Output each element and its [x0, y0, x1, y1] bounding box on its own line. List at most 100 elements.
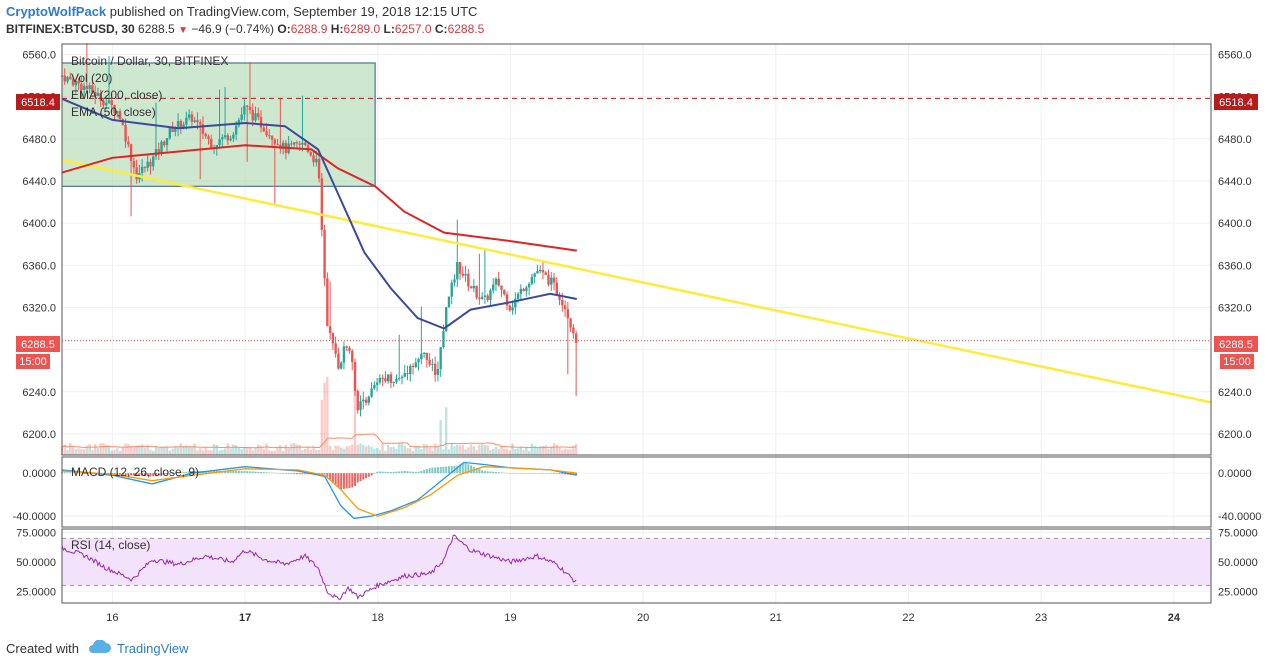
macd-histogram-bar [182, 472, 185, 474]
rsi-tick-right: 75.0000 [1218, 528, 1258, 540]
macd-histogram-bar [113, 473, 116, 475]
volume-bar [519, 446, 523, 455]
candle-body [497, 278, 500, 286]
candle-body [88, 85, 91, 90]
volume-bar [273, 450, 277, 455]
candle-body [464, 273, 467, 276]
candle-body [569, 318, 572, 328]
volume-bar [522, 449, 525, 455]
macd-histogram-bar [417, 471, 420, 474]
macd-histogram-bar [351, 473, 354, 488]
volume-bar [93, 444, 97, 455]
volume-bar [547, 448, 550, 455]
macd-histogram-bar [525, 473, 528, 474]
candle-body [447, 296, 451, 308]
volume-bar [193, 443, 196, 455]
trendline[interactable] [61, 158, 1212, 404]
candle-body [210, 138, 213, 149]
low-value: 6257.0 [394, 22, 432, 36]
volume-bar [563, 448, 567, 455]
volume-bar [210, 450, 213, 455]
volume-bar [505, 448, 509, 455]
macd-pane [61, 461, 578, 520]
macd-histogram-bar [135, 473, 138, 476]
candle-body [450, 282, 453, 297]
macd-histogram-bar [248, 471, 251, 474]
macd-histogram-bar [425, 469, 428, 474]
candle-body [281, 142, 285, 149]
candle-body [270, 135, 274, 140]
candle-body [301, 142, 304, 145]
volume-bar [533, 446, 536, 455]
author-link[interactable]: CryptoWolfPack [6, 4, 107, 19]
countdown-left-text: 15:00 [19, 356, 47, 368]
volume-bar [342, 448, 346, 455]
price-tick-right: 6480.0 [1218, 134, 1252, 146]
macd-histogram-bar [464, 463, 467, 474]
macd-histogram-bar [470, 465, 473, 474]
volume-bar [544, 445, 547, 455]
candle-body [375, 382, 379, 385]
macd-histogram-bar [229, 471, 232, 474]
candle-body [82, 85, 86, 91]
volume-bar [149, 449, 152, 455]
price-tick-right: 6240.0 [1218, 387, 1252, 399]
candle-body [265, 131, 268, 136]
price-tag-right-text: 6288.5 [1219, 339, 1253, 351]
volume-bar [77, 448, 80, 455]
price-tick-left: 6480.0 [22, 134, 56, 146]
volume-bar [514, 449, 517, 455]
candle-body [143, 166, 147, 168]
volume-bar [140, 444, 144, 455]
candle-body [511, 307, 514, 311]
macd-histogram-bar [564, 473, 567, 475]
macd-histogram-bar [143, 473, 146, 476]
candle-body [317, 158, 321, 179]
volume-bar [163, 446, 166, 455]
candle-body [492, 284, 495, 291]
volume-bar [574, 443, 578, 455]
x-tick: 19 [504, 612, 516, 624]
macd-histogram-bar [558, 473, 561, 474]
volume-bar [395, 448, 398, 455]
price-tag-left-text: 6288.5 [21, 339, 55, 351]
candle-body [199, 122, 202, 125]
macd-histogram-bar [356, 473, 359, 483]
macd-histogram-bar [271, 472, 274, 474]
candle-body [483, 295, 487, 297]
candle-body [176, 121, 180, 129]
volume-bar [359, 443, 362, 455]
macd-histogram-bar [353, 473, 356, 486]
volume-bar [268, 450, 271, 455]
volume-bar [223, 448, 227, 455]
tradingview-link[interactable]: TradingView [116, 641, 189, 656]
candle-body [337, 353, 340, 369]
macd-histogram-bar [359, 473, 362, 482]
candle-body [185, 117, 188, 125]
candle-body [240, 114, 243, 120]
volume-bar [69, 443, 72, 455]
price-tag-right: 6288.5 15:00 [1214, 336, 1258, 369]
open-value: 6288.9 [290, 22, 328, 36]
macd-histogram-bar [262, 472, 265, 474]
candle-body [345, 346, 348, 348]
macd-histogram-bar [83, 473, 86, 474]
macd-histogram-bar [276, 472, 279, 474]
candle-body [370, 388, 373, 397]
volume-bar [398, 443, 401, 455]
macd-histogram-bar [519, 473, 522, 474]
candle-body [193, 120, 196, 122]
candle-body [190, 114, 194, 122]
macd-histogram-bar [282, 473, 285, 474]
volume-bar [135, 445, 138, 455]
candle-body [469, 286, 473, 289]
candle-body [351, 350, 354, 363]
macd-histogram-bar [304, 473, 307, 475]
volume-bar [157, 447, 160, 455]
macd-histogram-bar [517, 473, 520, 474]
macd-histogram-bar [132, 473, 135, 476]
macd-histogram-bar [362, 473, 365, 480]
rsi-line [61, 534, 577, 601]
macd-histogram-bar [154, 473, 157, 476]
